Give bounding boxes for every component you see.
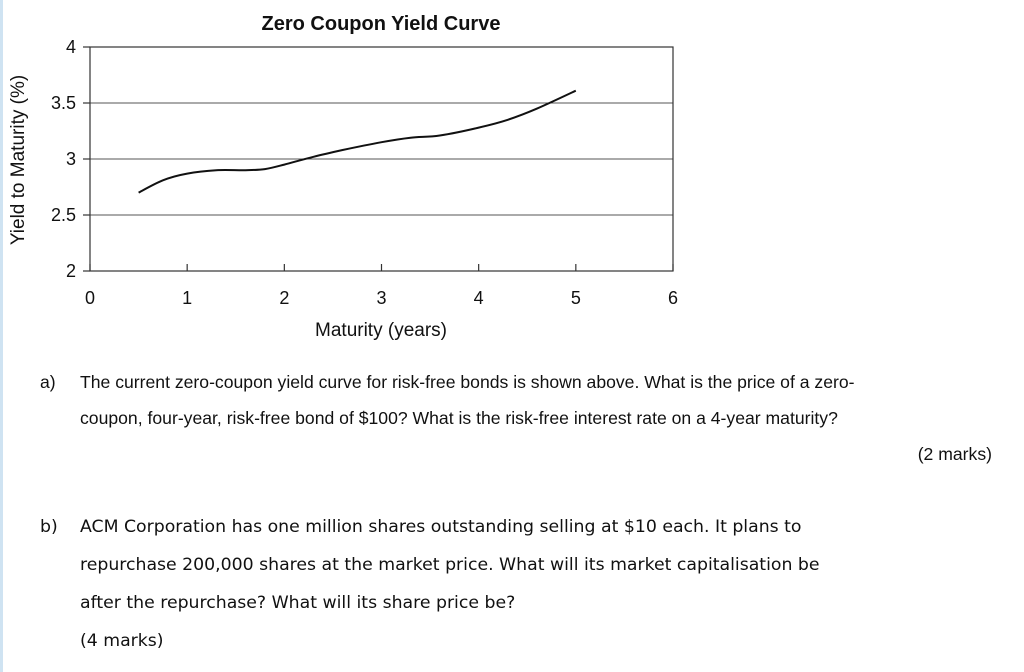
x-tick-label: 5 bbox=[571, 288, 581, 308]
question-b-marks: (4 marks) bbox=[80, 631, 164, 651]
question-a: a) The current zero-coupon yield curve f… bbox=[40, 364, 1000, 472]
question-b-marker: b) bbox=[40, 517, 58, 537]
question-a-text: The current zero-coupon yield curve for … bbox=[80, 364, 1000, 472]
x-tick-label: 2 bbox=[279, 288, 289, 308]
yield-curve-line bbox=[138, 89, 577, 194]
question-b-line-3: after the repurchase? What will its shar… bbox=[80, 593, 516, 613]
question-a-marker: a) bbox=[40, 372, 56, 392]
yield-curve-chart: Zero Coupon Yield Curve 2 2.5 3 3.5 4 0 1 2 3 4 5… bbox=[8, 13, 678, 341]
question-b-line-1: ACM Corporation has one million shares o… bbox=[80, 517, 802, 537]
x-tick-label: 1 bbox=[182, 288, 192, 308]
y-tick-label: 2 bbox=[66, 261, 76, 281]
question-b-line-2: repurchase 200,000 shares at the market … bbox=[80, 555, 820, 575]
y-tick-label: 2.5 bbox=[51, 205, 76, 225]
question-a-marks: (2 marks) bbox=[917, 444, 992, 464]
y-axis-label: Yield to Maturity (%) bbox=[8, 75, 29, 245]
y-tick-label: 3.5 bbox=[51, 93, 76, 113]
question-b-text: ACM Corporation has one million shares o… bbox=[80, 508, 1000, 660]
x-tick-label: 3 bbox=[376, 288, 386, 308]
x-tick-label: 6 bbox=[668, 288, 678, 308]
y-axis-ticks: 2 2.5 3 3.5 4 bbox=[51, 37, 90, 281]
page-left-border bbox=[0, 0, 3, 672]
y-tick-label: 4 bbox=[66, 37, 76, 57]
question-a-line-2: coupon, four-year, risk-free bond of $10… bbox=[80, 408, 838, 428]
x-axis-label: Maturity (years) bbox=[315, 320, 447, 341]
question-a-line-1: The current zero-coupon yield curve for … bbox=[80, 372, 855, 392]
y-tick-label: 3 bbox=[66, 149, 76, 169]
x-tick-label: 4 bbox=[474, 288, 484, 308]
x-axis-ticks: 0 1 2 3 4 5 6 bbox=[85, 264, 678, 308]
chart-title: Zero Coupon Yield Curve bbox=[262, 13, 501, 35]
grid-lines bbox=[90, 102, 673, 216]
x-tick-label: 0 bbox=[85, 288, 95, 308]
question-b: b) ACM Corporation has one million share… bbox=[40, 508, 1000, 660]
